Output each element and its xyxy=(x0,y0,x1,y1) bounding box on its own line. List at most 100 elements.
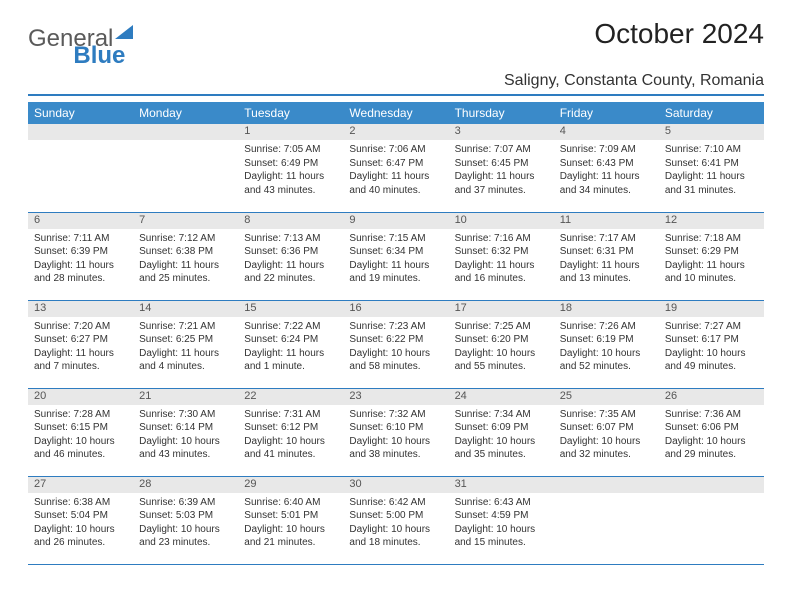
day-content: Sunrise: 7:34 AMSunset: 6:09 PMDaylight:… xyxy=(449,405,554,466)
day-line: Sunrise: 7:30 AM xyxy=(139,408,232,422)
day-content: Sunrise: 7:20 AMSunset: 6:27 PMDaylight:… xyxy=(28,317,133,378)
calendar-day-cell: 30 Sunrise: 6:42 AMSunset: 5:00 PMDayligh… xyxy=(343,476,448,564)
day-content: Sunrise: 7:05 AMSunset: 6:49 PMDaylight:… xyxy=(238,140,343,201)
calendar-day-cell: 24Sunrise: 7:34 AMSunset: 6:09 PMDayligh… xyxy=(449,388,554,476)
day-content: Sunrise: 6:42 AMSunset: 5:00 PMDaylight:… xyxy=(343,493,448,554)
day-number-row: 12 xyxy=(659,213,764,229)
day-line: Daylight: 10 hours xyxy=(139,523,232,537)
page-title: October 2024 xyxy=(594,18,764,50)
day-line: Daylight: 11 hours xyxy=(455,259,548,273)
calendar-day-cell: 11Sunrise: 7:17 AMSunset: 6:31 PMDayligh… xyxy=(554,212,659,300)
day-line: Daylight: 10 hours xyxy=(244,523,337,537)
location-label: Saligny, Constanta County, Romania xyxy=(28,72,764,96)
day-line: Sunrise: 7:22 AM xyxy=(244,320,337,334)
day-line: Daylight: 10 hours xyxy=(455,435,548,449)
day-content: Sunrise: 7:12 AMSunset: 6:38 PMDaylight:… xyxy=(133,229,238,290)
calendar-day-cell: 14Sunrise: 7:21 AMSunset: 6:25 PMDayligh… xyxy=(133,300,238,388)
weekday-header: Sunday xyxy=(28,102,133,124)
day-content: Sunrise: 7:07 AMSunset: 6:45 PMDaylight:… xyxy=(449,140,554,201)
day-line: Sunrise: 7:10 AM xyxy=(665,143,758,157)
day-line: Sunrise: 7:13 AM xyxy=(244,232,337,246)
weekday-header: Tuesday xyxy=(238,102,343,124)
day-line: Daylight: 11 hours xyxy=(244,259,337,273)
day-number-row: 10 xyxy=(449,213,554,229)
day-number: 21 xyxy=(133,389,238,403)
logo-text-blue: Blue xyxy=(73,42,125,70)
day-line: Daylight: 10 hours xyxy=(455,347,548,361)
calendar-day-cell xyxy=(133,124,238,212)
day-line: Sunrise: 7:12 AM xyxy=(139,232,232,246)
day-line: Sunset: 5:03 PM xyxy=(139,509,232,523)
day-line: Sunrise: 7:26 AM xyxy=(560,320,653,334)
weekday-header: Friday xyxy=(554,102,659,124)
calendar-day-cell xyxy=(28,124,133,212)
day-number-row: 3 xyxy=(449,124,554,140)
calendar-day-cell: 4Sunrise: 7:09 AMSunset: 6:43 PMDaylight… xyxy=(554,124,659,212)
day-line: Sunset: 6:49 PM xyxy=(244,157,337,171)
day-line: Sunset: 6:10 PM xyxy=(349,421,442,435)
day-line: and 32 minutes. xyxy=(560,448,653,462)
day-number: 8 xyxy=(238,213,343,227)
day-line: Sunset: 6:19 PM xyxy=(560,333,653,347)
weekday-header-row: Sunday Monday Tuesday Wednesday Thursday… xyxy=(28,102,764,124)
day-line: Sunset: 6:14 PM xyxy=(139,421,232,435)
day-line: Sunrise: 7:05 AM xyxy=(244,143,337,157)
day-line: and 10 minutes. xyxy=(665,272,758,286)
day-number-row: 26 xyxy=(659,389,764,405)
day-line: Daylight: 11 hours xyxy=(665,170,758,184)
day-content: Sunrise: 7:23 AMSunset: 6:22 PMDaylight:… xyxy=(343,317,448,378)
day-line: Daylight: 11 hours xyxy=(560,259,653,273)
calendar-day-cell: 21Sunrise: 7:30 AMSunset: 6:14 PMDayligh… xyxy=(133,388,238,476)
day-line: Sunset: 6:41 PM xyxy=(665,157,758,171)
day-line: Daylight: 11 hours xyxy=(455,170,548,184)
day-content xyxy=(28,140,133,200)
day-line: Sunset: 5:04 PM xyxy=(34,509,127,523)
day-line: Daylight: 11 hours xyxy=(139,347,232,361)
day-line: Daylight: 10 hours xyxy=(244,435,337,449)
day-line: and 16 minutes. xyxy=(455,272,548,286)
day-content: Sunrise: 7:35 AMSunset: 6:07 PMDaylight:… xyxy=(554,405,659,466)
day-number-row xyxy=(659,477,764,493)
day-line: Daylight: 10 hours xyxy=(665,435,758,449)
day-line: Sunrise: 7:20 AM xyxy=(34,320,127,334)
day-line: Daylight: 10 hours xyxy=(34,523,127,537)
day-number-row: 4 xyxy=(554,124,659,140)
day-line: and 18 minutes. xyxy=(349,536,442,550)
day-number-row: 8 xyxy=(238,213,343,229)
weekday-header: Wednesday xyxy=(343,102,448,124)
day-number-row: 31 xyxy=(449,477,554,493)
weekday-header: Monday xyxy=(133,102,238,124)
day-line: and 41 minutes. xyxy=(244,448,337,462)
day-number: 22 xyxy=(238,389,343,403)
day-number-row: 5 xyxy=(659,124,764,140)
day-number: 11 xyxy=(554,213,659,227)
day-number: 30 xyxy=(343,477,448,491)
calendar-day-cell: 13Sunrise: 7:20 AMSunset: 6:27 PMDayligh… xyxy=(28,300,133,388)
calendar-day-cell: 7Sunrise: 7:12 AMSunset: 6:38 PMDaylight… xyxy=(133,212,238,300)
day-number-row: 25 xyxy=(554,389,659,405)
day-line: Sunset: 6:17 PM xyxy=(665,333,758,347)
day-line: Daylight: 11 hours xyxy=(244,347,337,361)
day-content xyxy=(133,140,238,200)
day-line: and 55 minutes. xyxy=(455,360,548,374)
day-number: 15 xyxy=(238,301,343,315)
day-number: 20 xyxy=(28,389,133,403)
calendar-day-cell xyxy=(659,476,764,564)
calendar-day-cell: 19Sunrise: 7:27 AMSunset: 6:17 PMDayligh… xyxy=(659,300,764,388)
day-number: 9 xyxy=(343,213,448,227)
day-line: Sunrise: 7:17 AM xyxy=(560,232,653,246)
day-line: Sunrise: 7:32 AM xyxy=(349,408,442,422)
day-number-row: 23 xyxy=(343,389,448,405)
day-line: Sunset: 6:38 PM xyxy=(139,245,232,259)
day-number: 28 xyxy=(133,477,238,491)
day-number-row: 19 xyxy=(659,301,764,317)
day-content: Sunrise: 7:22 AMSunset: 6:24 PMDaylight:… xyxy=(238,317,343,378)
day-line: Sunset: 6:36 PM xyxy=(244,245,337,259)
calendar-week-row: 20 Sunrise: 7:28 AMSunset: 6:15 PMDayligh… xyxy=(28,388,764,476)
day-number-row: 11 xyxy=(554,213,659,229)
calendar-day-cell: 25Sunrise: 7:35 AMSunset: 6:07 PMDayligh… xyxy=(554,388,659,476)
calendar-page: General October 2024 GenBlue Saligny, Co… xyxy=(0,0,792,583)
day-content: Sunrise: 7:28 AMSunset: 6:15 PMDaylight:… xyxy=(28,405,133,466)
day-line: Sunset: 5:00 PM xyxy=(349,509,442,523)
day-number: 27 xyxy=(28,477,133,491)
